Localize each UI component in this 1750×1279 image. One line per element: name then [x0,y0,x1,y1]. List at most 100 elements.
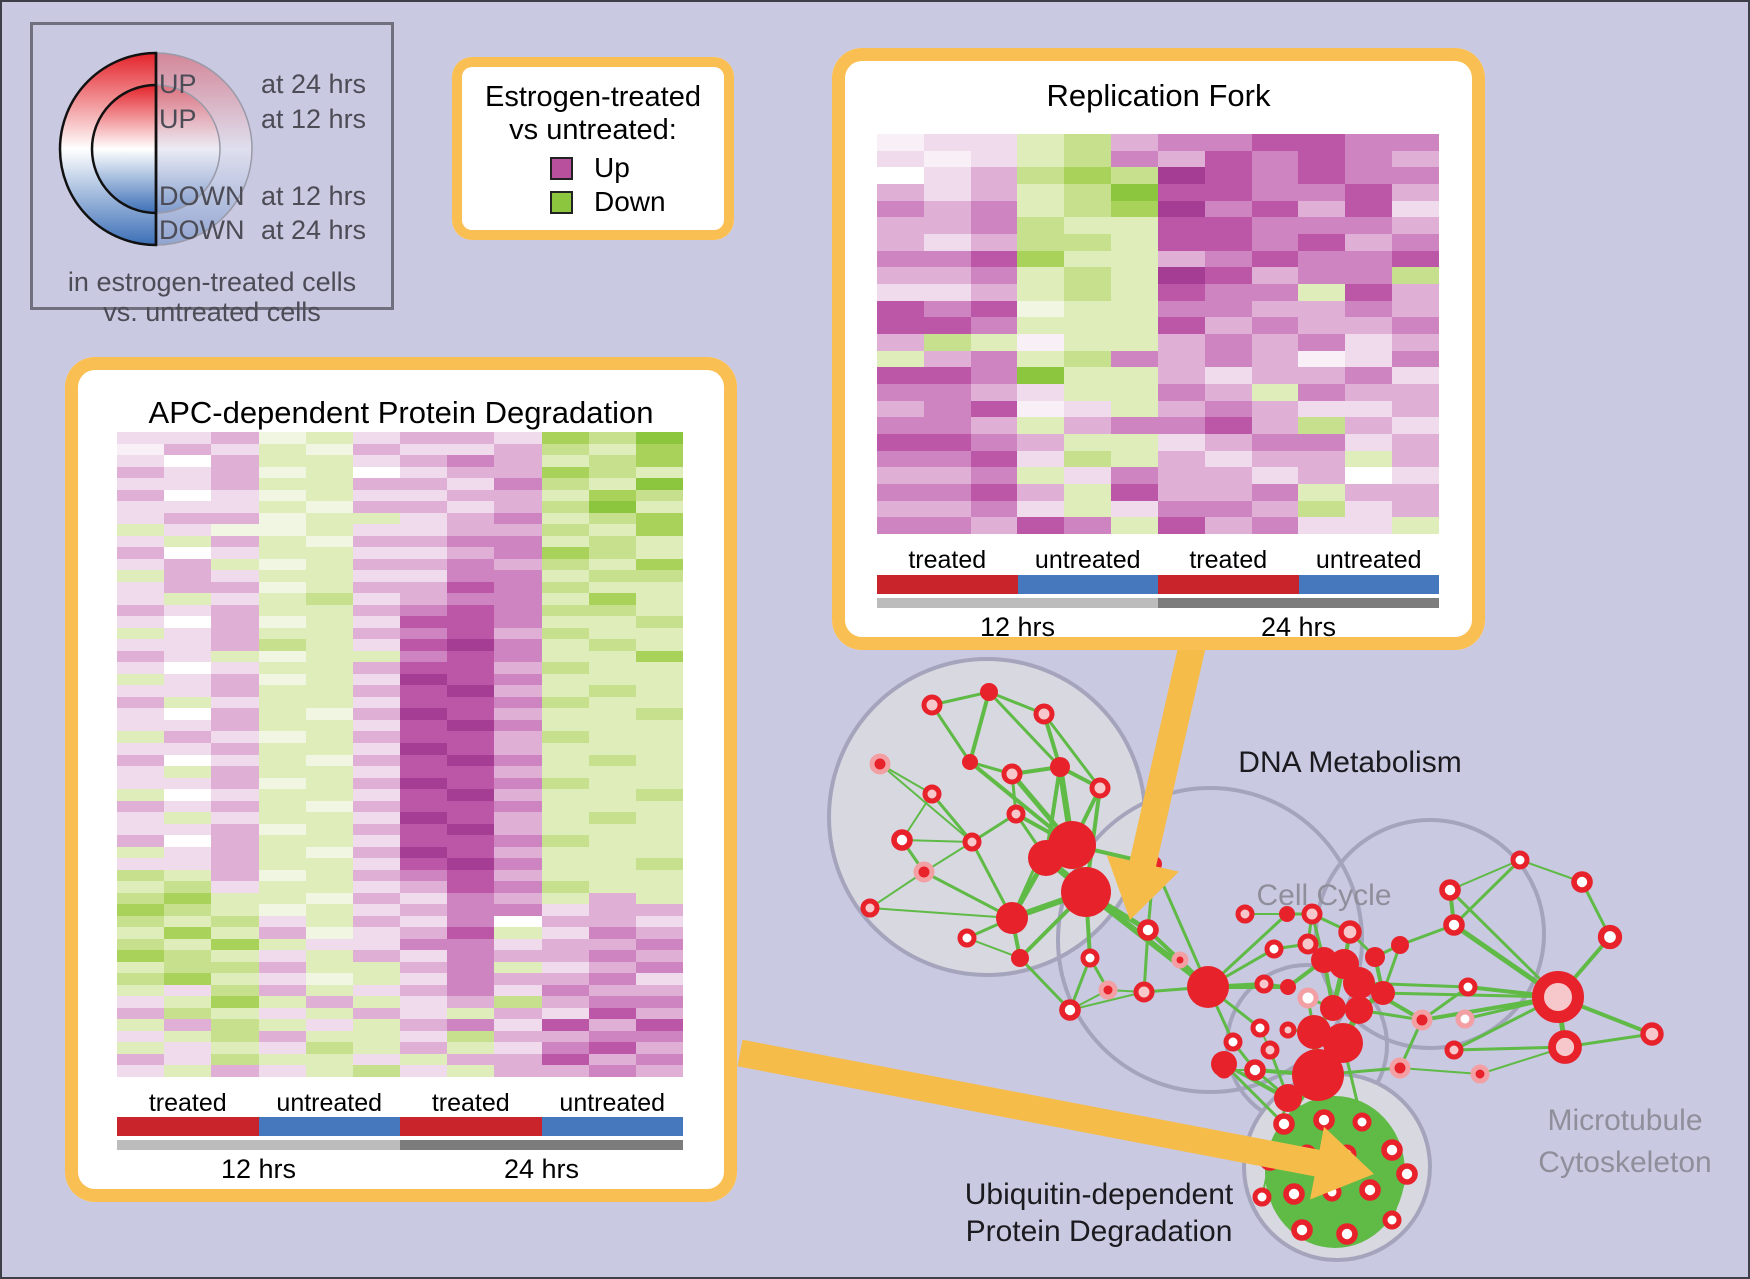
heatmap-cell [400,650,448,663]
heatmap-cell [211,846,259,859]
heatmap-cell [117,524,165,536]
heatmap-cell [494,1019,542,1031]
heatmap-cell [923,483,971,501]
heatmap-cell [1017,467,1065,484]
heatmap-cell [400,915,448,928]
heatmap-cell [588,823,636,836]
heatmap-cell [400,731,448,743]
heatmap-cell [447,892,495,905]
heatmap-cell [258,512,306,525]
heatmap-cell [164,650,212,663]
heatmap-cell [1111,250,1158,268]
heatmap-cell [211,904,259,916]
heatmap-cell [400,662,448,674]
heatmap-cell [923,283,971,301]
network-edge [1519,859,1583,883]
heatmap-cell [970,450,1018,468]
heatmap-cell [211,604,259,617]
heatmap-cell [1111,517,1158,534]
network-node [1443,914,1465,936]
heatmap-cell [117,512,165,525]
heatmap-cell [447,800,495,813]
condition-label: untreated [276,1089,383,1117]
heatmap-cell [447,789,495,801]
heatmap-cell [211,432,259,444]
heatmap-cell [635,478,683,490]
heatmap-cell [494,961,542,974]
heatmap-cell [164,777,212,790]
network-node [922,784,942,804]
heatmap-cell [258,1019,306,1031]
heatmap-cell [1392,400,1439,418]
heatmap-cell [635,984,683,997]
heatmap-cell [635,662,683,674]
heatmap-cell [447,478,495,490]
heatmap-cell [117,881,165,893]
heatmap-cell [923,250,971,268]
heatmap-cell [588,777,636,790]
network-node [1137,919,1159,941]
heatmap-cell [117,961,165,974]
heatmap-cell [211,927,259,939]
heatmap-cell [541,719,589,732]
heatmap-cell [447,904,495,916]
network-edge [1222,1062,1286,1126]
legend-footer-line2: vs. untreated cells [103,297,321,327]
heatmap-cell [164,858,212,870]
network-node [1223,1032,1243,1052]
heatmap-cell [970,150,1018,168]
heatmap-cell [352,984,400,997]
up-12-label: UP [159,104,197,134]
heatmap-cell [258,685,306,697]
heatmap-cell [588,927,636,939]
network-node [1260,1040,1280,1060]
heatmap-cell [1345,383,1393,401]
condition-label: treated [431,1089,510,1117]
heatmap-cell [877,500,924,518]
heatmap-cell [400,455,448,467]
heatmap-cell [494,915,542,928]
heatmap-cell [447,754,495,767]
heatmap-cell [1251,450,1299,468]
heatmap-cell [305,512,353,525]
heatmap-cell [211,915,259,928]
heatmap-cell [258,1053,306,1066]
heatmap-cell [447,558,495,571]
heatmap-cell [494,1030,542,1043]
heatmap-cell [164,478,212,490]
heatmap-cell [635,973,683,985]
heatmap-cell [541,547,589,559]
heatmap-cell [877,433,924,451]
heatmap-cell [117,639,165,651]
heatmap-cell [164,904,212,916]
at-24b-label: at 24 hrs [261,215,367,245]
heatmap-cell [1111,383,1158,401]
heatmap-cell [400,696,448,709]
heatmap-cell [352,604,400,617]
heatmap-cell [447,846,495,859]
heatmap-cell [1204,467,1252,484]
heatmap-cell [1392,517,1439,534]
heatmap-cell [447,455,495,467]
heatmap-cell [352,1007,400,1020]
heatmap-cell [117,1053,165,1066]
heatmap-cell [635,881,683,893]
network-node [962,754,978,770]
condition-label: untreated [1034,546,1141,574]
heatmap-cell [970,383,1018,401]
heatmap-cell [494,766,542,778]
heatmap-cell [1064,250,1112,268]
heatmap-cell [494,823,542,836]
network-node [980,683,998,701]
heatmap-cell [305,938,353,951]
heatmap-cell [211,455,259,467]
heatmap-cell [117,742,165,755]
heatmap-cell [494,673,542,686]
heatmap-cell [400,524,448,536]
heatmap-cell [1017,450,1065,468]
heatmap-cell [541,1030,589,1043]
heatmap-cell [635,719,683,732]
heatmap-cell [117,938,165,951]
heatmap-cell [447,950,495,962]
heatmap-cell [211,1042,259,1054]
